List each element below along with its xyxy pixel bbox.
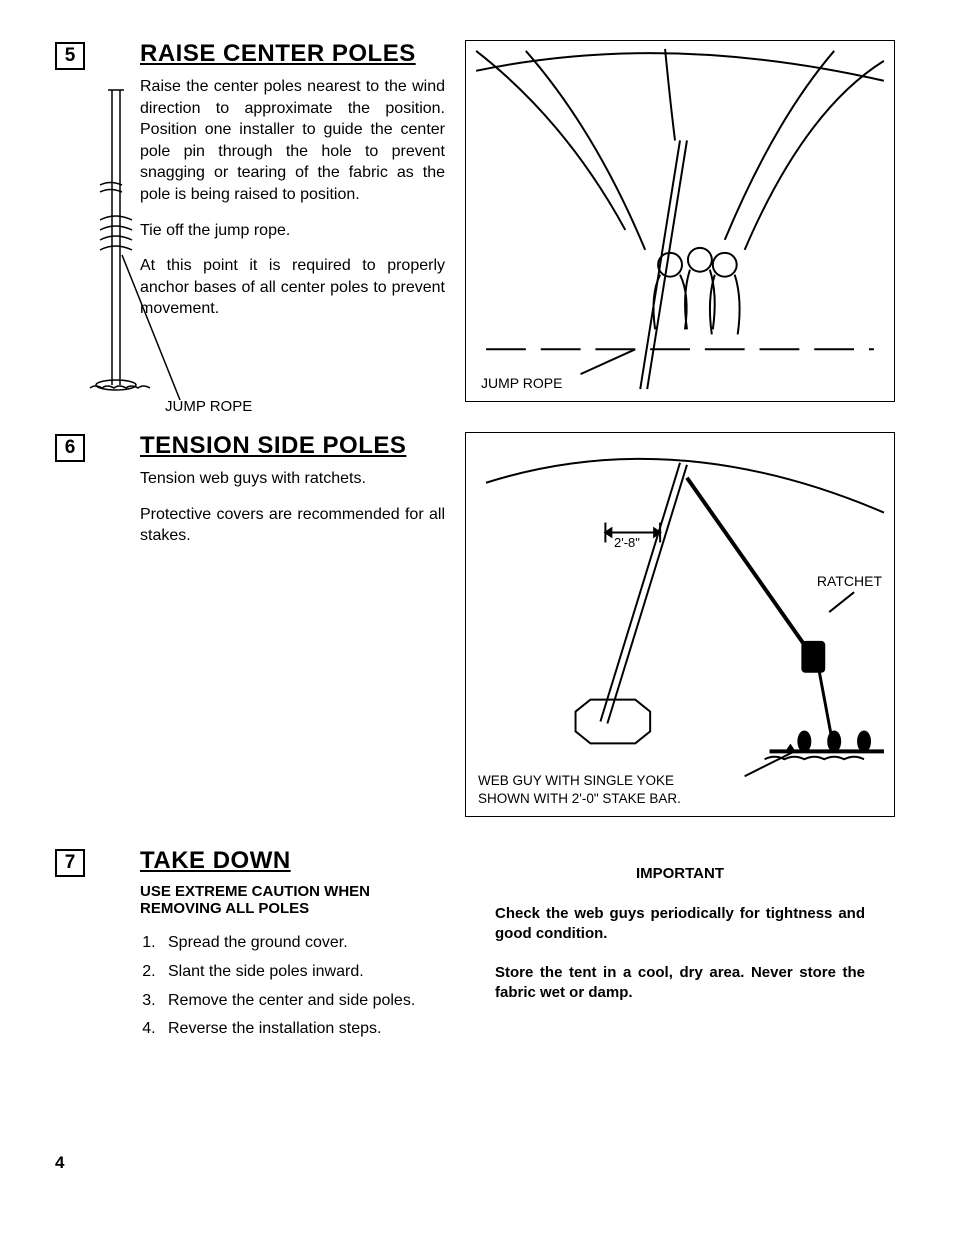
step-6-p2: Protective covers are recommended for al… xyxy=(140,504,445,547)
important-block: IMPORTANT Check the web guys periodicall… xyxy=(465,865,895,1003)
step-6-number: 6 xyxy=(55,434,85,462)
caption-1: WEB GUY WITH SINGLE YOKE xyxy=(478,773,674,788)
tension-illustration: 2'-8" RATCHET WEB GUY WITH SINGLE YOKE S… xyxy=(465,432,895,817)
takedown-list: Spread the ground cover. Slant the side … xyxy=(140,929,445,1044)
step-6-right: 2'-8" RATCHET WEB GUY WITH SINGLE YOKE S… xyxy=(465,432,895,817)
takedown-item-2: Slant the side poles inward. xyxy=(160,958,445,987)
step-7-number: 7 xyxy=(55,849,85,877)
step-5-right: JUMP ROPE xyxy=(465,40,895,402)
jump-rope-label-right: JUMP ROPE xyxy=(481,375,562,391)
caption-2: SHOWN WITH 2'-0" STAKE BAR. xyxy=(478,791,681,806)
ratchet-label: RATCHET xyxy=(817,573,882,589)
takedown-item-1: Spread the ground cover. xyxy=(160,929,445,958)
step-5: 5 RAISE CENTER POLES Raise the center po… xyxy=(55,40,899,402)
step-5-title: RAISE CENTER POLES xyxy=(140,40,445,68)
step-6-left: 6 TENSION SIDE POLES Tension web guys wi… xyxy=(55,432,450,817)
takedown-item-4: Reverse the installation steps. xyxy=(160,1015,445,1044)
step-6: 6 TENSION SIDE POLES Tension web guys wi… xyxy=(55,432,899,817)
step-7-title: TAKE DOWN xyxy=(140,847,445,875)
step-6-title: TENSION SIDE POLES xyxy=(140,432,445,460)
step-7-subheading: USE EXTREME CAUTION WHEN REMOVING ALL PO… xyxy=(140,883,445,917)
pole-illustration xyxy=(70,80,190,410)
jump-rope-label-left: JUMP ROPE xyxy=(165,398,252,415)
step-5-number: 5 xyxy=(55,42,85,70)
dim-label: 2'-8" xyxy=(614,535,640,550)
important-p2: Store the tent in a cool, dry area. Neve… xyxy=(495,963,865,1004)
page-number: 4 xyxy=(55,1153,64,1173)
step-5-left: 5 RAISE CENTER POLES Raise the center po… xyxy=(55,40,450,402)
step-7: 7 TAKE DOWN USE EXTREME CAUTION WHEN REM… xyxy=(55,847,899,1044)
step-6-p1: Tension web guys with ratchets. xyxy=(140,468,445,490)
tent-raise-illustration: JUMP ROPE xyxy=(465,40,895,402)
step-7-left: 7 TAKE DOWN USE EXTREME CAUTION WHEN REM… xyxy=(55,847,450,1044)
step-7-right: IMPORTANT Check the web guys periodicall… xyxy=(465,847,895,1044)
important-p1: Check the web guys periodically for tigh… xyxy=(495,904,865,945)
important-title: IMPORTANT xyxy=(495,865,865,882)
takedown-item-3: Remove the center and side poles. xyxy=(160,987,445,1016)
